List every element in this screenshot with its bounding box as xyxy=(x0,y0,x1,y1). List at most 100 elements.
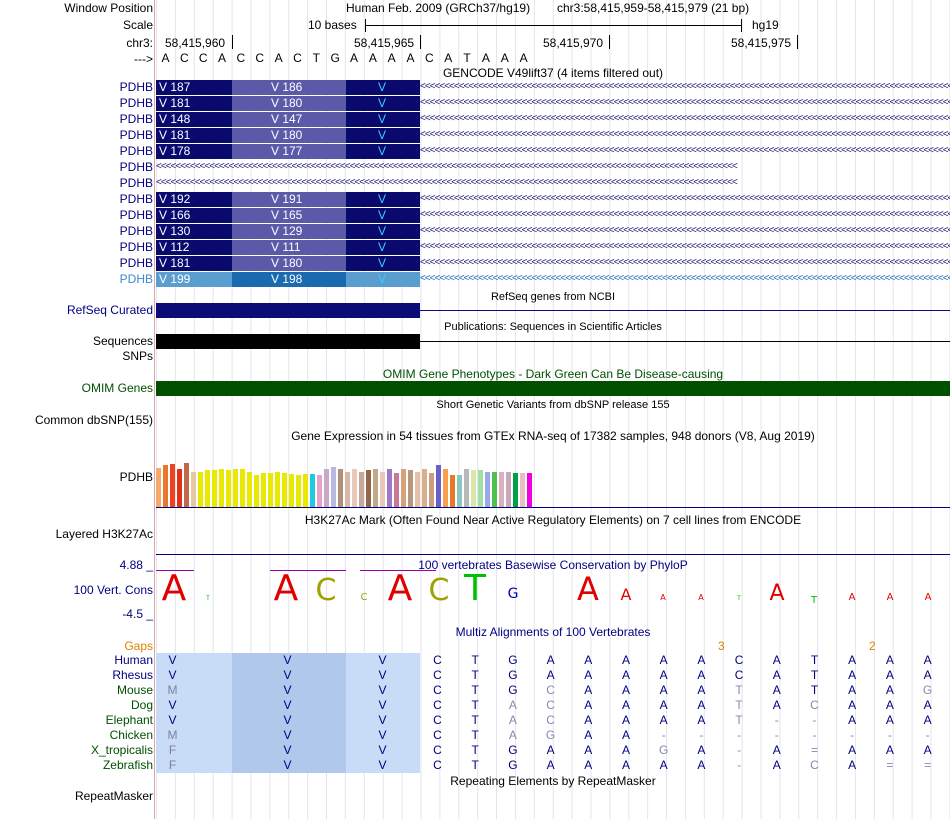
gencode-exon-c[interactable]: V xyxy=(346,240,420,255)
omim-gene-block[interactable] xyxy=(156,381,950,396)
gencode-row-label[interactable]: PDHB xyxy=(119,128,153,142)
publications-block[interactable] xyxy=(156,334,420,349)
gtex-tissue-bar[interactable] xyxy=(373,469,378,507)
gencode-row-label[interactable]: PDHB xyxy=(119,144,153,158)
gtex-track-title[interactable]: Gene Expression in 54 tissues from GTEx … xyxy=(291,429,815,443)
gencode-row-label[interactable]: PDHB xyxy=(119,80,153,94)
dbsnp-track-label[interactable]: Common dbSNP(155) xyxy=(34,413,153,427)
species-label[interactable]: Human xyxy=(114,653,153,667)
gencode-exon-c[interactable]: V xyxy=(346,224,420,239)
gtex-tissue-bar[interactable] xyxy=(163,465,168,507)
gencode-exon-b[interactable]: V 129 xyxy=(232,224,346,239)
gencode-row-label[interactable]: PDHB xyxy=(119,208,153,222)
gencode-row-label[interactable]: PDHB xyxy=(119,96,153,110)
gtex-tissue-bar[interactable] xyxy=(352,469,357,507)
gtex-tissue-bar[interactable] xyxy=(310,474,315,507)
species-label[interactable]: Chicken xyxy=(109,728,153,742)
gtex-tissue-bar[interactable] xyxy=(366,470,371,507)
gtex-tissue-bar[interactable] xyxy=(408,470,413,507)
omim-track-title[interactable]: OMIM Gene Phenotypes - Dark Green Can Be… xyxy=(382,367,724,381)
gencode-exon-b[interactable]: V 177 xyxy=(232,144,346,159)
species-label[interactable]: Mouse xyxy=(116,683,153,697)
gtex-tissue-bar[interactable] xyxy=(205,470,210,507)
gtex-barchart[interactable] xyxy=(156,444,536,507)
gencode-exon-b[interactable]: V 191 xyxy=(232,192,346,207)
gtex-tissue-bar[interactable] xyxy=(324,469,329,507)
gencode-exon-b[interactable]: V 111 xyxy=(232,240,346,255)
gencode-exon-b[interactable]: V 180 xyxy=(232,96,346,111)
gtex-tissue-bar[interactable] xyxy=(289,474,294,507)
gencode-row-label[interactable]: PDHB xyxy=(119,160,153,174)
gtex-tissue-bar[interactable] xyxy=(359,472,364,507)
gencode-exon-c[interactable]: V xyxy=(346,96,420,111)
gencode-exon-c[interactable]: V xyxy=(346,192,420,207)
gencode-exon-b[interactable]: V 165 xyxy=(232,208,346,223)
gencode-row-label[interactable]: PDHB xyxy=(119,112,153,126)
species-label[interactable]: Rhesus xyxy=(112,668,153,682)
gencode-exon-c[interactable]: V xyxy=(346,144,420,159)
publications-track-label[interactable]: Sequences xyxy=(92,334,153,348)
gtex-tissue-bar[interactable] xyxy=(219,469,224,507)
publications-track-title[interactable]: Publications: Sequences in Scientific Ar… xyxy=(444,321,662,333)
gencode-row-label[interactable]: PDHB xyxy=(119,240,153,254)
gencode-row-label[interactable]: PDHB xyxy=(119,272,153,286)
snps-track-label[interactable]: SNPs xyxy=(122,349,153,363)
gtex-tissue-bar[interactable] xyxy=(450,475,455,507)
gencode-exon-a[interactable]: V 166 xyxy=(156,208,232,223)
gtex-tissue-bar[interactable] xyxy=(303,474,308,507)
gencode-exon-a[interactable]: V 181 xyxy=(156,96,232,111)
gtex-tissue-bar[interactable] xyxy=(429,473,434,507)
gencode-exon-a[interactable]: V 148 xyxy=(156,112,232,127)
gtex-tissue-bar[interactable] xyxy=(394,473,399,507)
h3k27ac-track-title[interactable]: H3K27Ac Mark (Often Found Near Active Re… xyxy=(304,513,802,527)
gtex-tissue-bar[interactable] xyxy=(212,470,217,507)
gtex-tissue-bar[interactable] xyxy=(338,469,343,507)
gencode-row-label[interactable]: PDHB xyxy=(119,176,153,190)
gencode-exon-c[interactable]: V xyxy=(346,112,420,127)
gtex-tissue-bar[interactable] xyxy=(387,469,392,507)
gtex-tissue-bar[interactable] xyxy=(170,464,175,507)
gtex-tissue-bar[interactable] xyxy=(184,463,189,507)
species-label[interactable]: X_tropicalis xyxy=(90,743,153,757)
gencode-exon-a[interactable]: V 181 xyxy=(156,128,232,143)
gtex-tissue-bar[interactable] xyxy=(520,473,525,507)
gtex-tissue-bar[interactable] xyxy=(240,469,245,507)
phylop-track-title[interactable]: 100 vertebrates Basewise Conservation by… xyxy=(418,558,688,572)
phylop-logo[interactable]: A T A C C A C T G A A A A T A T A A A xyxy=(156,566,950,606)
gencode-row-label[interactable]: PDHB xyxy=(119,256,153,270)
gencode-exon-a[interactable]: V 178 xyxy=(156,144,232,159)
gtex-tissue-bar[interactable] xyxy=(254,475,259,507)
gencode-exon-c[interactable]: V xyxy=(346,208,420,223)
gtex-tissue-bar[interactable] xyxy=(506,472,511,507)
gencode-exon-a[interactable]: V 187 xyxy=(156,80,232,95)
gtex-tissue-bar[interactable] xyxy=(436,465,441,507)
species-label[interactable]: Zebrafish xyxy=(102,758,153,772)
gencode-exon-c[interactable]: V xyxy=(346,272,420,287)
gtex-tissue-bar[interactable] xyxy=(198,472,203,507)
gtex-track-label[interactable]: PDHB xyxy=(119,470,153,484)
gtex-tissue-bar[interactable] xyxy=(317,475,322,507)
gencode-row-label[interactable]: PDHB xyxy=(119,192,153,206)
gtex-tissue-bar[interactable] xyxy=(422,469,427,507)
gtex-tissue-bar[interactable] xyxy=(345,472,350,507)
gencode-exon-c[interactable]: V xyxy=(346,256,420,271)
phylop-track-label[interactable]: 100 Vert. Cons xyxy=(73,583,153,597)
gencode-exon-b[interactable]: V 186 xyxy=(232,80,346,95)
gencode-track-title[interactable]: GENCODE V49lift37 (4 items filtered out) xyxy=(442,66,664,80)
gtex-tissue-bar[interactable] xyxy=(401,469,406,507)
gencode-exon-a[interactable]: V 181 xyxy=(156,256,232,271)
dbsnp-track-title[interactable]: Short Genetic Variants from dbSNP releas… xyxy=(436,399,670,411)
gencode-exon-b[interactable]: V 147 xyxy=(232,112,346,127)
gtex-tissue-bar[interactable] xyxy=(471,470,476,507)
gencode-exon-a[interactable]: V 130 xyxy=(156,224,232,239)
gtex-tissue-bar[interactable] xyxy=(296,475,301,507)
species-label[interactable]: Elephant xyxy=(105,713,153,727)
gtex-tissue-bar[interactable] xyxy=(233,469,238,507)
gencode-exon-b[interactable]: V 180 xyxy=(232,128,346,143)
gtex-tissue-bar[interactable] xyxy=(268,473,273,507)
refseq-track-label[interactable]: RefSeq Curated xyxy=(66,303,153,317)
gtex-tissue-bar[interactable] xyxy=(457,475,462,507)
gtex-tissue-bar[interactable] xyxy=(156,468,161,507)
repeatmasker-track-title[interactable]: Repeating Elements by RepeatMasker xyxy=(450,774,656,788)
gtex-tissue-bar[interactable] xyxy=(380,472,385,507)
